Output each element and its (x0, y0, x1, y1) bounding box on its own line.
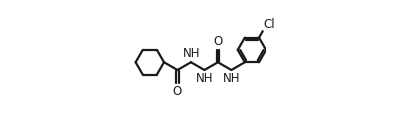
Text: O: O (173, 85, 182, 98)
Text: NH: NH (223, 72, 240, 85)
Text: NH: NH (196, 72, 214, 85)
Text: NH: NH (183, 47, 200, 60)
Text: Cl: Cl (263, 18, 275, 30)
Text: O: O (213, 35, 222, 48)
